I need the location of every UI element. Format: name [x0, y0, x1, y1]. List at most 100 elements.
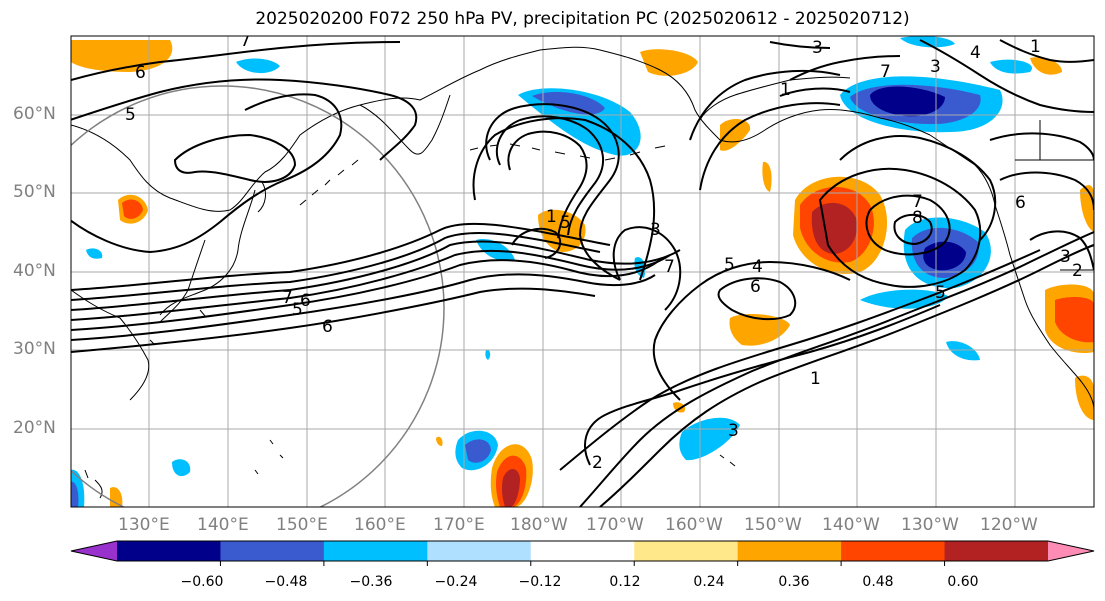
colorbar-bins — [70, 540, 1095, 566]
contour-label: 2 — [1072, 261, 1083, 281]
coast-china — [71, 289, 150, 401]
contour-label: 1 — [546, 207, 557, 227]
lat-label: 60°N — [13, 104, 56, 124]
colorbar-tick-label: −0.60 — [180, 574, 224, 590]
contour-label: 1 — [780, 80, 791, 100]
colorbar-bin — [220, 541, 325, 561]
colorbar-bin — [1048, 541, 1094, 561]
pv-contour — [173, 133, 297, 183]
contour-label: 1 — [810, 369, 821, 389]
pv-contour — [71, 273, 656, 341]
contour-label: 7 — [912, 192, 923, 212]
pv-contour — [485, 103, 621, 281]
contour-label: 8 — [912, 208, 923, 228]
pv-contour — [71, 93, 343, 254]
contour-label: 5 — [125, 105, 136, 125]
precip-pos-area — [436, 436, 443, 446]
precip-neg-area — [236, 58, 280, 74]
contour-label: 6 — [135, 63, 146, 83]
colorbar-tick-label: 0.12 — [609, 574, 641, 590]
pv-contour — [652, 260, 851, 401]
pv-contour — [919, 39, 1094, 113]
colorbar-tick-label: 0.24 — [693, 574, 725, 590]
lon-label: 170°E — [433, 515, 485, 535]
pv-contour — [599, 244, 1094, 507]
precip-neg-area — [990, 59, 1032, 74]
colorbar-bin — [841, 541, 946, 561]
colorbar-tick-label: −0.48 — [264, 574, 308, 590]
pv-contour — [511, 227, 562, 259]
precip-neg-area — [870, 86, 945, 117]
contour-label: 5 — [935, 283, 946, 303]
precip-neg-area — [679, 417, 740, 461]
precip-neg-area — [900, 36, 955, 48]
colorbar-bin — [71, 541, 117, 561]
pv-contour — [999, 39, 1094, 63]
precip-pos-area — [720, 118, 751, 151]
pv-contour — [769, 41, 831, 49]
precip-pos-area — [501, 469, 520, 507]
contour-label: 2 — [592, 453, 603, 473]
colorbar-tick-label: 0.48 — [862, 574, 894, 590]
pv-contour — [71, 259, 661, 331]
lon-label: 130°W — [901, 515, 959, 535]
pv-contour — [71, 240, 681, 311]
map-title: 2025020200 F072 250 hPa PV, precipitatio… — [255, 9, 910, 29]
pv-contour — [71, 222, 611, 291]
contour-label: 6 — [300, 291, 311, 311]
lat-label: 50°N — [13, 182, 56, 202]
contour-label: 7 — [282, 288, 293, 308]
precip-neg-area — [946, 341, 980, 361]
contour-label: 3 — [930, 57, 941, 77]
contour-label: 3 — [728, 421, 739, 441]
pv-contour — [579, 231, 1094, 507]
precip-neg-area — [485, 349, 491, 360]
colorbar-bin — [634, 541, 739, 561]
lon-label: 150°E — [276, 515, 328, 535]
contour-label: 5 — [724, 255, 735, 275]
pv-contour — [71, 287, 596, 353]
pv-contour — [989, 132, 1094, 161]
coast-islands — [84, 309, 284, 499]
precip-shading — [71, 36, 1094, 507]
lon-label: 140°E — [197, 515, 249, 535]
colorbar-outline — [70, 540, 1095, 562]
contour-label: 6 — [322, 317, 333, 337]
colorbar-bin — [530, 541, 635, 561]
lon-label: 160°E — [354, 515, 406, 535]
coast-alaska — [599, 49, 931, 143]
precip-neg-area — [86, 248, 103, 259]
precip-neg-area — [465, 439, 491, 463]
contour-label: 7 — [880, 62, 891, 82]
coast-na-interior — [1015, 120, 1094, 271]
pv-contour — [789, 55, 901, 81]
contour-label: 3 — [1060, 247, 1071, 267]
precip-pos-area — [762, 161, 772, 192]
precip-neg-area — [172, 459, 191, 477]
lon-label: 150°W — [744, 515, 802, 535]
colorbar-bin — [427, 541, 532, 561]
colorbar-tick-label: 0.36 — [778, 574, 810, 590]
pv-contour — [717, 277, 797, 321]
pv-contour — [699, 102, 841, 191]
pv-contour — [612, 226, 682, 311]
precip-neg-area — [860, 289, 948, 309]
precip-neg-area — [71, 481, 79, 507]
colorbar-bin — [117, 541, 221, 561]
colorbar-tick-label: −0.24 — [434, 574, 478, 590]
coast-hawaii — [719, 454, 736, 467]
precip-pos-area — [729, 314, 790, 346]
graticule — [71, 36, 1094, 507]
lat-label: 40°N — [13, 261, 56, 281]
contour-label: 4 — [970, 43, 981, 63]
contour-label: 4 — [752, 257, 763, 277]
precip-pos-area — [1075, 375, 1094, 420]
lon-label: 180°W — [510, 515, 568, 535]
range-circle — [71, 85, 445, 507]
lon-label: 120°W — [980, 515, 1038, 535]
pv-contour — [893, 213, 933, 246]
contour-label: 3 — [812, 38, 823, 58]
coast-asia — [71, 46, 601, 212]
colorbar-tick-label: −0.36 — [349, 574, 393, 590]
pv-contours — [71, 39, 1094, 507]
